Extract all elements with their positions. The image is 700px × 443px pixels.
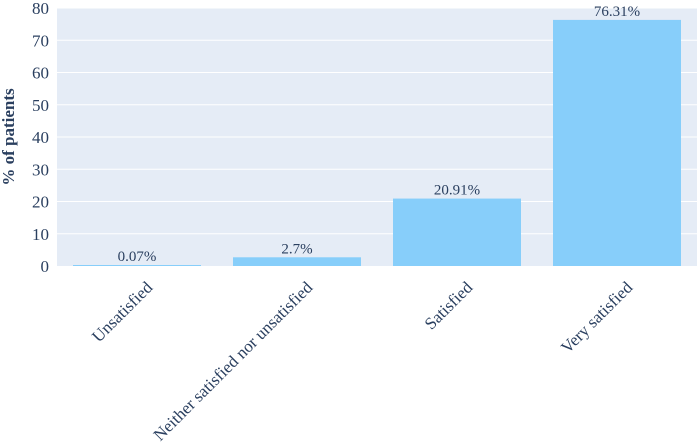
y-tick-label: 40 [32, 128, 49, 147]
bar-very-satisfied [553, 19, 681, 266]
bar-neither-satisfied-nor-unsatisfied [233, 257, 361, 266]
data-label: 76.31% [594, 4, 640, 20]
x-category-label: Very satisfied [557, 278, 637, 358]
data-label: 20.91% [434, 183, 480, 199]
bars [73, 19, 681, 266]
y-tick-label: 60 [32, 64, 49, 83]
y-tick-label: 0 [41, 257, 50, 276]
data-label: 2.7% [281, 241, 312, 257]
data-labels: 0.07% 2.7% 20.91% 76.31% [118, 4, 641, 265]
y-tick-label: 50 [32, 96, 49, 115]
y-tick-label: 80 [32, 0, 49, 18]
bar-unsatisfied [73, 265, 201, 266]
x-category-label: Satisfied [421, 278, 477, 334]
y-axis-ticks: 0 10 20 30 40 50 60 70 80 [32, 0, 49, 276]
bar-satisfied [393, 198, 521, 266]
y-axis-title: % of patients [0, 88, 18, 186]
data-label: 0.07% [118, 249, 157, 265]
x-category-label: Unsatisfied [88, 278, 157, 347]
y-tick-label: 10 [32, 225, 49, 244]
x-category-label: Neither satisfied nor unsatisfied [150, 278, 317, 443]
y-tick-label: 70 [32, 31, 49, 50]
y-tick-label: 20 [32, 193, 49, 212]
y-tick-label: 30 [32, 160, 49, 179]
